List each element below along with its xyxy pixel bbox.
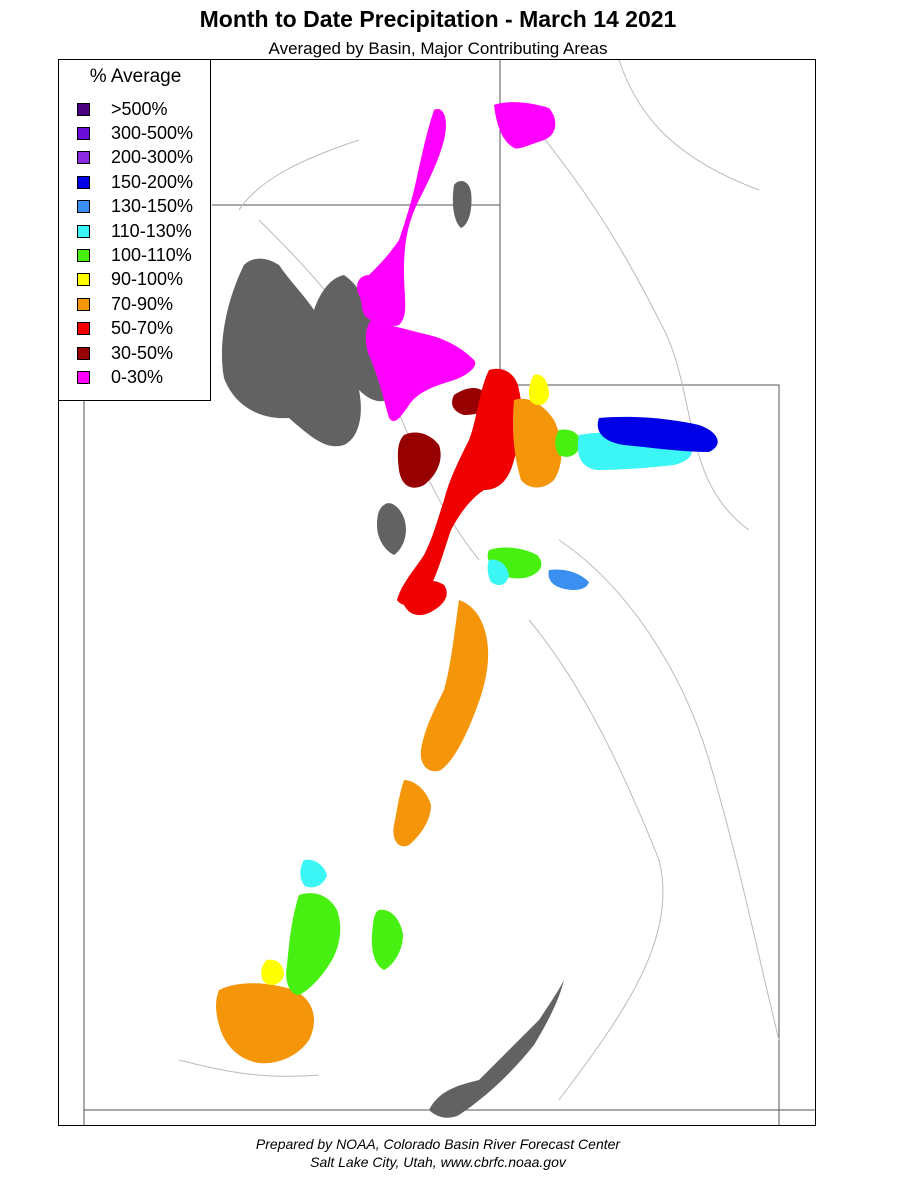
lake-powell	[429, 980, 564, 1118]
legend-swatch	[77, 297, 90, 311]
legend-item: 90-100%	[77, 269, 183, 291]
legend-label: 150-200%	[111, 171, 194, 192]
footer-location: Salt Lake City, Utah, www.cbrfc.noaa.gov	[310, 1154, 566, 1170]
region-70-90-mid	[393, 780, 431, 847]
legend-item: 150-200%	[77, 171, 193, 193]
legend-label: 110-130%	[111, 220, 192, 241]
legend-item: 100-110%	[77, 244, 192, 266]
legend-label: 0-30%	[111, 366, 164, 387]
legend-label: >500%	[111, 98, 168, 119]
region-130-150	[548, 569, 589, 590]
precipitation-regions	[216, 102, 718, 1064]
legend-swatch	[77, 370, 90, 384]
region-70-90-central	[420, 600, 489, 772]
legend-swatch	[77, 322, 90, 336]
legend-swatch	[77, 126, 90, 140]
region-0-30-east	[494, 102, 556, 149]
water-bodies	[221, 180, 564, 1118]
legend-label: 50-70%	[111, 318, 174, 339]
region-100-110-south	[371, 909, 403, 970]
region-150-200	[597, 416, 718, 452]
river	[238, 139, 360, 211]
legend-swatch	[77, 102, 90, 116]
legend-item: 300-500%	[77, 122, 193, 144]
river	[528, 119, 750, 531]
region-50-70-central	[397, 368, 522, 606]
legend-label: 30-50%	[111, 342, 174, 363]
legend-item: 0-30%	[77, 366, 163, 388]
legend: % Average >500% 300-500% 200-300% 150-200% 1…	[58, 59, 211, 401]
legend-swatch	[77, 346, 90, 360]
utah-lake	[377, 503, 406, 555]
legend-title: % Average	[89, 66, 182, 87]
legend-label: 130-150%	[111, 196, 194, 217]
legend-item: 70-90%	[77, 293, 173, 315]
region-90-100	[528, 374, 549, 406]
legend-swatch	[77, 248, 90, 262]
legend-item: 50-70%	[77, 318, 173, 340]
map-canvas	[83, 60, 815, 1125]
region-0-30-wasatch	[365, 320, 476, 422]
region-100-110-east	[555, 429, 581, 457]
legend-item: 30-50%	[77, 342, 173, 364]
river	[178, 1059, 320, 1077]
region-0-30-north	[357, 109, 446, 326]
legend-item: 110-130%	[77, 220, 192, 242]
river	[528, 619, 664, 1101]
legend-swatch	[77, 224, 90, 238]
legend-label: 90-100%	[111, 269, 184, 290]
legend-swatch	[77, 273, 90, 287]
rivers	[178, 60, 780, 1101]
region-100-110-southwest	[286, 893, 341, 995]
legend-swatch	[77, 175, 90, 189]
legend-label: 100-110%	[111, 244, 192, 265]
map-title: Month to Date Precipitation - March 14 2…	[199, 6, 677, 32]
region-50-70-south	[400, 580, 447, 616]
legend-label: 200-300%	[111, 147, 194, 168]
region-70-90-southwest	[216, 983, 314, 1064]
region-70-90-uinta	[512, 398, 562, 488]
legend-swatch	[77, 200, 90, 214]
bear-lake	[452, 180, 472, 228]
river	[558, 539, 780, 1041]
legend-item: 200-300%	[77, 147, 193, 169]
great-salt-lake	[221, 258, 398, 447]
legend-label: 300-500%	[111, 122, 194, 143]
region-30-50-ogden	[397, 432, 441, 488]
region-110-130-central	[487, 559, 509, 586]
legend-swatch	[77, 151, 90, 165]
footer-credit: Prepared by NOAA, Colorado Basin River F…	[255, 1136, 621, 1152]
region-90-100-south	[261, 959, 284, 986]
legend-item: >500%	[77, 98, 168, 120]
legend-item: 130-150%	[77, 196, 193, 218]
river	[618, 60, 760, 191]
wyoming-utah-border	[499, 205, 780, 1125]
legend-label: 70-90%	[111, 293, 174, 314]
map-subtitle: Averaged by Basin, Major Contributing Ar…	[268, 39, 608, 58]
region-110-130-southwest	[300, 859, 327, 888]
